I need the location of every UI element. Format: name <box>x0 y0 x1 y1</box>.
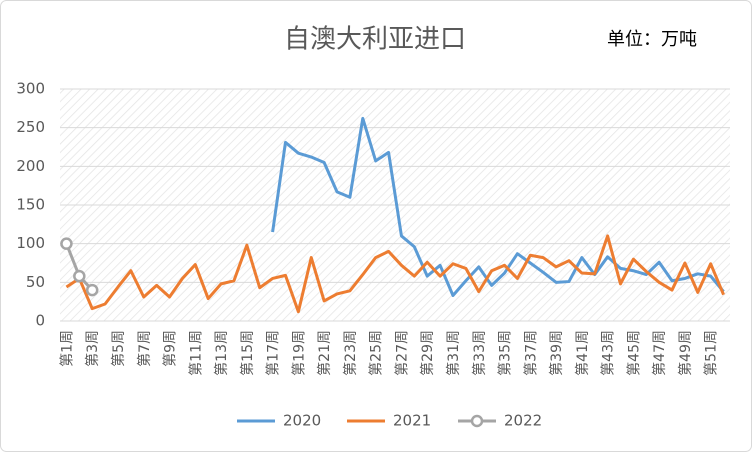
y-tick-label: 150 <box>16 196 45 214</box>
x-tick-label: 第25周 <box>368 330 385 376</box>
x-tick-label: 第47周 <box>651 330 668 376</box>
x-tick-label: 第51周 <box>703 330 720 376</box>
x-tick-label: 第21周 <box>316 330 333 376</box>
x-tick-label: 第13周 <box>213 330 230 376</box>
marker <box>85 283 99 297</box>
y-tick-label: 200 <box>16 157 45 175</box>
x-tick-label: 第5周 <box>110 330 127 367</box>
x-tick-label: 第23周 <box>342 330 359 376</box>
x-tick-label: 第43周 <box>600 330 617 376</box>
x-tick-label: 第7周 <box>136 330 153 367</box>
series-line <box>65 234 725 314</box>
x-tick-label: 第9周 <box>162 330 179 367</box>
legend-label: 2021 <box>393 412 431 430</box>
x-tick-label: 第39周 <box>548 330 565 376</box>
x-tick-label: 第35周 <box>497 330 514 376</box>
x-tick-label: 第37周 <box>522 330 539 376</box>
legend-label: 2022 <box>504 412 542 430</box>
marker <box>60 237 73 250</box>
x-tick-label: 第49周 <box>677 330 694 376</box>
x-tick-label: 第29周 <box>419 330 436 376</box>
x-tick-label: 第31周 <box>445 330 462 376</box>
legend-label: 2020 <box>283 412 321 430</box>
y-tick-label: 250 <box>16 118 45 136</box>
y-tick-label: 0 <box>35 312 45 330</box>
x-tick-label: 第41周 <box>574 330 591 376</box>
x-tick-label: 第11周 <box>187 330 204 376</box>
legend-marker <box>470 414 484 428</box>
x-tick-label: 第3周 <box>84 330 101 367</box>
x-tick-label: 第1周 <box>58 330 75 367</box>
x-tick-label: 第45周 <box>625 330 642 376</box>
x-tick-label: 第15周 <box>239 330 256 376</box>
x-tick-label: 第19周 <box>290 330 307 376</box>
unit-annotation: 单位：万吨 <box>607 29 697 50</box>
y-tick-label: 50 <box>26 273 45 291</box>
x-tick-label: 第17周 <box>265 330 282 376</box>
x-tick-label: 第33周 <box>471 330 488 376</box>
x-tick-label: 第27周 <box>393 330 410 376</box>
marker <box>73 269 86 283</box>
chart-title: 自澳大利亚进口 <box>284 25 466 55</box>
y-tick-label: 100 <box>16 234 45 252</box>
y-tick-label: 300 <box>16 80 45 98</box>
